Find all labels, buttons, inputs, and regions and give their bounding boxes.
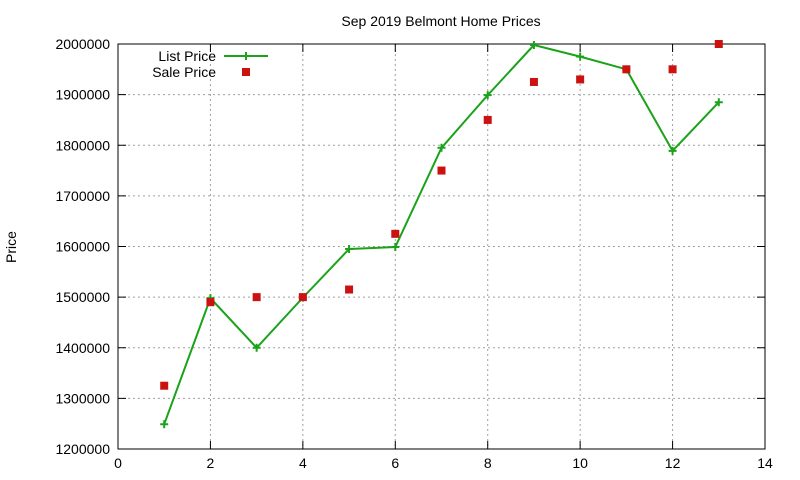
list-price-point	[483, 91, 492, 100]
x-tick-label: 2	[207, 455, 215, 471]
list-price-point	[576, 52, 585, 61]
x-tick-label: 8	[484, 455, 492, 471]
x-tick-label: 4	[299, 455, 307, 471]
sale-price-point	[437, 166, 446, 175]
y-tick-label: 1400000	[55, 340, 110, 356]
chart-title: Sep 2019 Belmont Home Prices	[341, 13, 540, 29]
y-tick-label: 1600000	[55, 239, 110, 255]
list-price-point	[668, 146, 677, 155]
axes: 1200000 1300000 1400000 1500000 1600000 17000…	[55, 36, 773, 471]
sale-price-point	[252, 293, 261, 302]
legend-label-list-price: List Price	[158, 48, 216, 64]
list-price-point	[391, 243, 400, 252]
list-price-point	[714, 98, 723, 107]
list-price-point	[160, 420, 169, 429]
sale-price-point	[206, 298, 215, 307]
sale-price-point	[714, 40, 723, 48]
legend-label-sale-price: Sale Price	[152, 64, 216, 80]
sale-price-point	[576, 75, 585, 84]
x-tick-label: 12	[665, 455, 681, 471]
grid-lines	[118, 44, 765, 449]
list-price-point	[345, 245, 354, 254]
list-price-point	[529, 41, 538, 50]
sale-price-point	[391, 229, 400, 238]
sale-price-point	[160, 381, 169, 390]
y-tick-label: 1300000	[55, 390, 110, 406]
list-price-line	[163, 43, 720, 425]
x-tick-label: 6	[391, 455, 399, 471]
sale-price-point	[298, 293, 307, 302]
legend-marker-list-price	[242, 52, 250, 60]
y-tick-label: 1800000	[55, 137, 110, 153]
sale-price-point	[668, 65, 677, 74]
y-tick-label: 1200000	[55, 441, 110, 457]
sale-price-point	[622, 65, 631, 74]
y-axis-label: Price	[3, 231, 19, 263]
x-tick-label: 0	[114, 455, 122, 471]
legend-swatch-sale-price	[242, 68, 250, 76]
sale-price-point	[529, 77, 538, 86]
list-price-point	[437, 143, 446, 152]
x-tick-label: 10	[572, 455, 588, 471]
y-tick-label: 1700000	[55, 188, 110, 204]
sale-price-point	[483, 115, 492, 124]
y-tick-label: 1500000	[55, 289, 110, 305]
y-tick-label: 2000000	[55, 36, 110, 52]
legend: List Price Sale Price	[152, 48, 268, 80]
y-tick-label: 1900000	[55, 87, 110, 103]
x-tick-label: 14	[757, 455, 773, 471]
plot-frame	[117, 43, 766, 450]
list-price-point	[252, 343, 261, 352]
plot-series	[160, 40, 723, 429]
sale-price-point	[345, 285, 354, 294]
